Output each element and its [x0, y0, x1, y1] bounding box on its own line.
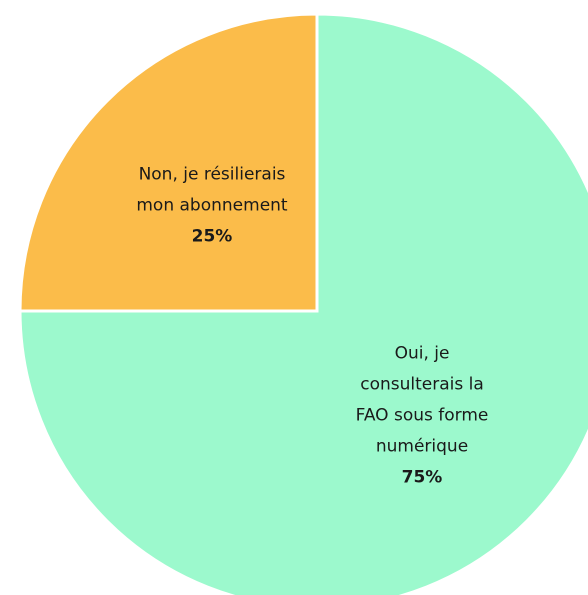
category-label: Oui, je consulterais la FAO sous forme n…	[355, 343, 489, 457]
pie-slice	[18, 12, 588, 595]
slice-label: Oui, je consulterais la FAO sous forme n…	[342, 339, 502, 494]
slice-label: Non, je résilierais mon abonnement 25%	[132, 159, 292, 252]
pie-slice	[18, 12, 319, 313]
value-label: 75%	[401, 467, 443, 488]
category-label: Non, je résilierais mon abonnement	[136, 164, 288, 216]
value-label: 25%	[191, 226, 233, 247]
